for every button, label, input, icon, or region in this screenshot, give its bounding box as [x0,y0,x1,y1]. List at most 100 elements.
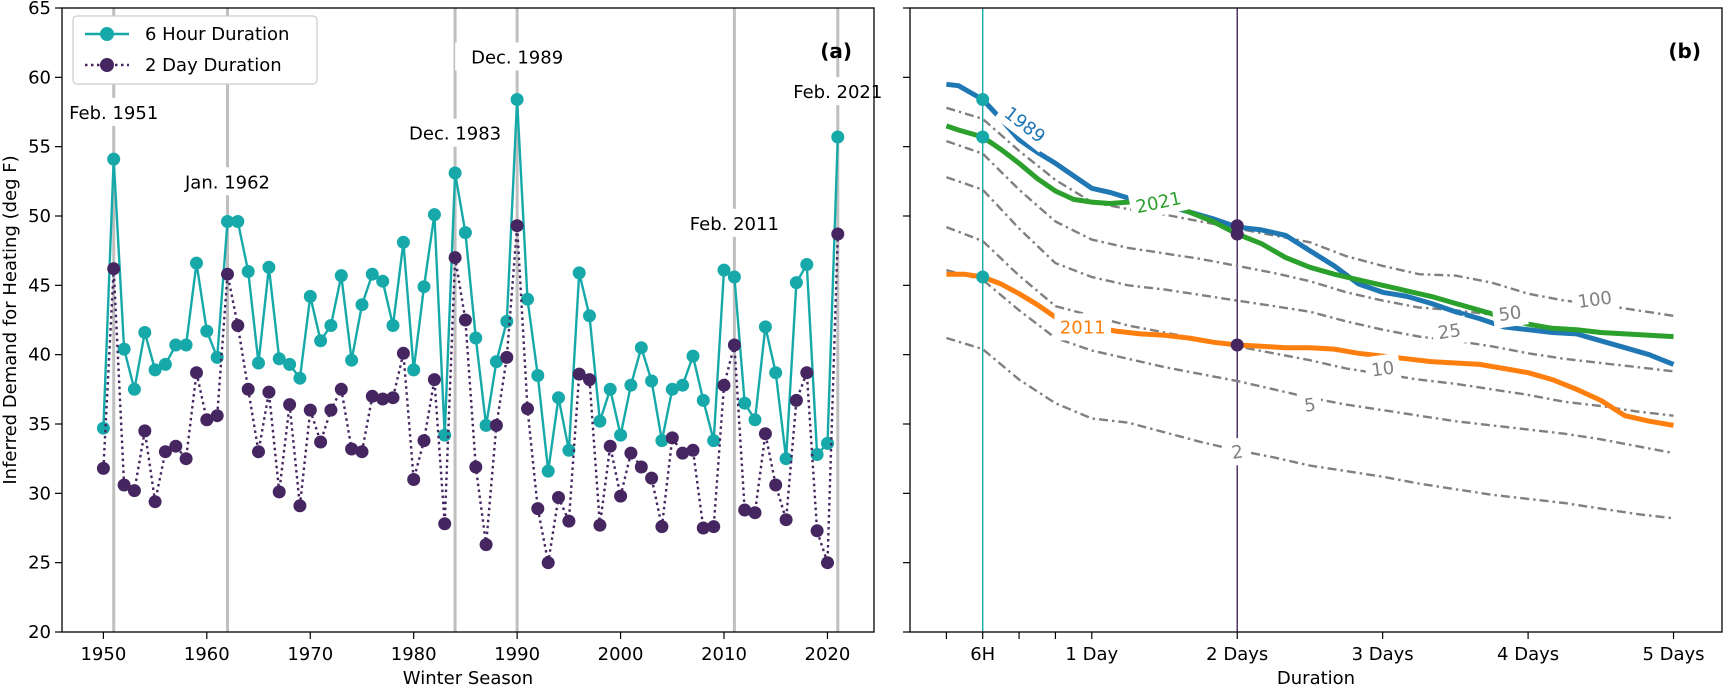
legend-label-6-hour: 6 Hour Duration [145,24,289,45]
point-6-hour-duration-2012 [738,396,752,410]
panel-a: Feb. 1951 Jan. 1962 Dec. 1983 Dec. 1989 Feb.… [0,0,900,689]
point-2-day-duration-2021 [831,227,845,241]
x-tick-label-a: 1960 [184,644,230,665]
point-2-day-duration-1958 [179,452,193,466]
point-2-day-duration-1963 [231,319,245,332]
point-2-day-duration-2011 [727,338,741,352]
point-2-day-duration-2020 [821,556,834,570]
point-6-hour-duration-2011 [727,270,741,284]
point-2-day-duration-2000 [614,489,628,503]
contour-label-2: 2 [1230,441,1244,463]
point-2-day-duration-1990 [510,219,524,233]
point-2-day-duration-1981 [417,434,431,448]
point-6-hour-duration-1975 [355,298,369,312]
y-tick-label-a: 45 [28,275,51,296]
point-2-day-duration-1994 [552,491,565,504]
year-label-2021-bg [1127,183,1189,222]
point-6-hour-duration-2007 [686,349,700,363]
point-2-day-duration-2005 [665,431,679,445]
point-2-day-duration-1959 [190,366,203,380]
x-tick-label-b: 4 Days [1497,644,1559,665]
event-label-bg [672,208,797,237]
point-6-hour-duration-2003 [645,374,659,388]
point-6-hour-duration-1996 [572,266,586,280]
event-label-bg [455,42,580,71]
point-6-hour-duration-1973 [334,269,348,283]
y-tick-label-a: 40 [28,345,51,366]
point-2-day-duration-1989 [500,350,514,364]
contour-label-50: 50 [1497,302,1523,326]
point-6-hour-duration-1972 [324,319,338,332]
point-2-day-duration-1962 [221,267,234,281]
point-6-hour-duration-1964 [241,265,255,278]
event-label-feb-1951: Feb. 1951 [69,103,158,124]
point-2-day-duration-1957 [169,439,183,453]
point-6-hour-duration-2020 [821,436,834,450]
y-tick-label-a: 30 [28,483,51,504]
axis-ticks-a: 1950 1960 1970 1980 1990 2000 2010 202020253035… [28,0,850,665]
x-tick-label-b: 1 Day [1065,644,1118,665]
duration-marker-5 [1230,338,1244,352]
point-2-day-duration-1964 [241,382,255,396]
year-label-2021-group: 2021 [1127,183,1189,222]
point-2-day-duration-2017 [789,393,803,407]
point-6-hour-duration-1991 [521,292,534,306]
point-6-hour-duration-1967 [272,352,286,366]
point-2-day-duration-1998 [593,518,607,532]
point-2-day-duration-2016 [779,513,793,527]
point-6-hour-duration-2004 [655,434,669,448]
y-axis-label-a: Inferred Demand for Heating (deg F) [0,155,21,484]
point-6-hour-duration-2002 [634,341,648,355]
point-6-hour-duration-1960 [200,324,214,338]
point-6-hour-duration-2000 [614,428,628,442]
point-6-hour-duration-1992 [531,369,545,382]
plot-area-a [96,93,845,570]
event-label-bg [775,77,900,106]
duration-marker-1 [976,130,990,144]
x-tick-label-a: 1970 [287,644,333,665]
point-6-hour-duration-1974 [345,353,359,367]
point-6-hour-duration-1957 [169,338,183,352]
point-2-day-duration-1956 [158,445,172,459]
point-6-hour-duration-1995 [562,443,576,457]
point-2-day-duration-1976 [365,389,379,403]
event-markers: Feb. 1951 Jan. 1962 Dec. 1983 Dec. 1989 Feb.… [51,8,900,632]
contour-line-2 [946,336,1674,520]
event-label-dec-1989: Dec. 1989 [471,47,563,68]
point-6-hour-duration-1988 [489,355,503,369]
point-2-day-duration-1982 [427,373,441,387]
contour-line-5 [946,268,1674,455]
contour-label-10: 10 [1370,357,1396,381]
x-tick-label-a: 2000 [598,644,644,665]
point-6-hour-duration-2006 [676,378,690,392]
point-2-day-duration-1978 [386,391,400,405]
point-2-day-duration-1999 [603,439,617,453]
point-6-hour-duration-1966 [262,260,276,274]
reference-lines [982,8,1238,632]
legend-box [72,15,318,85]
point-6-hour-duration-1969 [293,371,307,385]
event-label-feb-2021: Feb. 2021 [793,82,882,103]
contour-label-100: 100 [1576,287,1613,313]
point-2-day-duration-2014 [758,427,772,441]
point-6-hour-duration-1953 [127,382,141,396]
legend-label-2-day: 2 Day Duration [145,55,282,76]
point-6-hour-duration-1993 [541,464,555,478]
point-2-day-duration-1995 [562,514,576,528]
point-6-hour-duration-1956 [158,357,172,371]
point-2-day-duration-2003 [645,471,659,485]
y-tick-label-a: 25 [28,553,51,574]
point-6-hour-duration-2010 [717,263,731,277]
axes-frame-b [909,7,1723,633]
point-2-day-duration-2002 [634,460,648,474]
point-6-hour-duration-1987 [479,418,493,432]
point-6-hour-duration-1989 [500,314,514,328]
x-tick-label-a: 1980 [391,644,437,665]
point-2-day-duration-2008 [696,521,710,535]
point-6-hour-duration-2008 [696,393,710,407]
point-6-hour-duration-1977 [376,274,390,288]
point-2-day-duration-2010 [717,378,731,392]
point-6-hour-duration-1950 [96,421,110,435]
point-2-day-duration-1997 [583,373,596,387]
